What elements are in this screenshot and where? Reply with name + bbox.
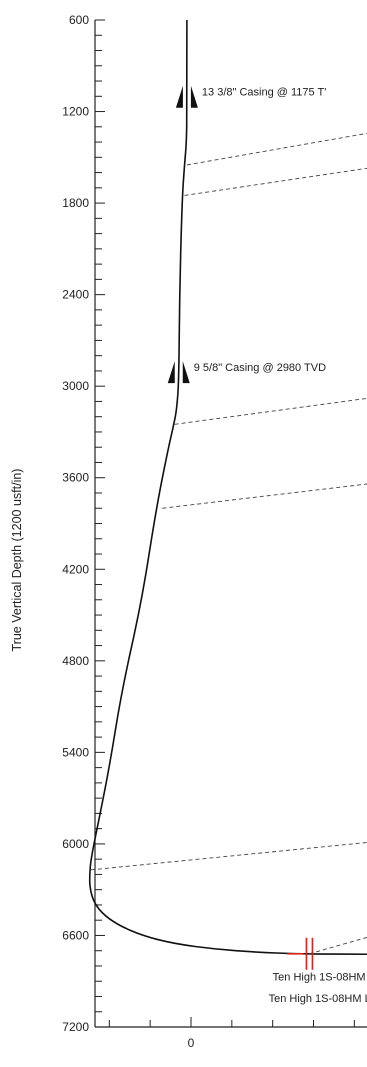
y-tick-label: 2400 bbox=[62, 288, 89, 302]
y-tick-label: 5400 bbox=[62, 745, 89, 759]
annotation-leader bbox=[162, 483, 367, 509]
trajectory-line bbox=[88, 19, 367, 956]
annotation-leader bbox=[184, 167, 367, 196]
annotation-leader bbox=[309, 936, 367, 955]
casing-shoe-icon bbox=[175, 85, 198, 108]
casing-shoe-right bbox=[182, 361, 190, 384]
casing-shoe-left bbox=[175, 85, 183, 108]
y-tick-label: 1800 bbox=[62, 196, 89, 210]
annotation-leader bbox=[174, 397, 367, 425]
casing-shoe-icon bbox=[167, 361, 190, 384]
annotation-label: Ten High 1S-08HM LP r1 45 west bbox=[273, 971, 367, 983]
casing-shoe-left bbox=[167, 361, 175, 384]
y-tick-label: 3000 bbox=[62, 379, 89, 393]
y-tick-label: 4200 bbox=[62, 562, 89, 576]
y-tick-label: 7200 bbox=[62, 1020, 89, 1034]
y-tick-label: 4800 bbox=[62, 654, 89, 668]
trajectory-layer bbox=[88, 19, 367, 956]
y-tick-label: 6600 bbox=[62, 928, 89, 942]
annotations-layer: KOP Begin 2°/100' buildBegin 3.50° tange… bbox=[90, 132, 367, 1005]
casing-label: 13 3/8" Casing @ 1175 T' bbox=[202, 87, 326, 99]
y-tick-label: 600 bbox=[69, 13, 89, 27]
casing-label: 9 5/8" Casing @ 2980 TVD bbox=[194, 362, 326, 374]
y-tick-label: 6000 bbox=[62, 837, 89, 851]
y-tick-label: 1200 bbox=[62, 105, 89, 119]
y-axis-label: True Vertical Depth (1200 usft/in) bbox=[10, 469, 24, 652]
annotation-label: Ten High 1S-08HM LP r1 bbox=[269, 993, 367, 1005]
annotation-leader bbox=[186, 132, 367, 166]
annotation-leader bbox=[90, 842, 367, 871]
marks-layer: 13 3/8" Casing @ 1175 T' 9 5/8" Casing @ … bbox=[167, 85, 326, 970]
y-tick-label: 3600 bbox=[62, 471, 89, 485]
casing-shoe-right bbox=[190, 85, 198, 108]
x-tick-label: 0 bbox=[188, 1036, 195, 1050]
target-marker-icon bbox=[287, 937, 314, 970]
axes: 600 1200 1800 2400 3000 3600 4200 4800 5400 6000 6… bbox=[62, 13, 367, 1050]
